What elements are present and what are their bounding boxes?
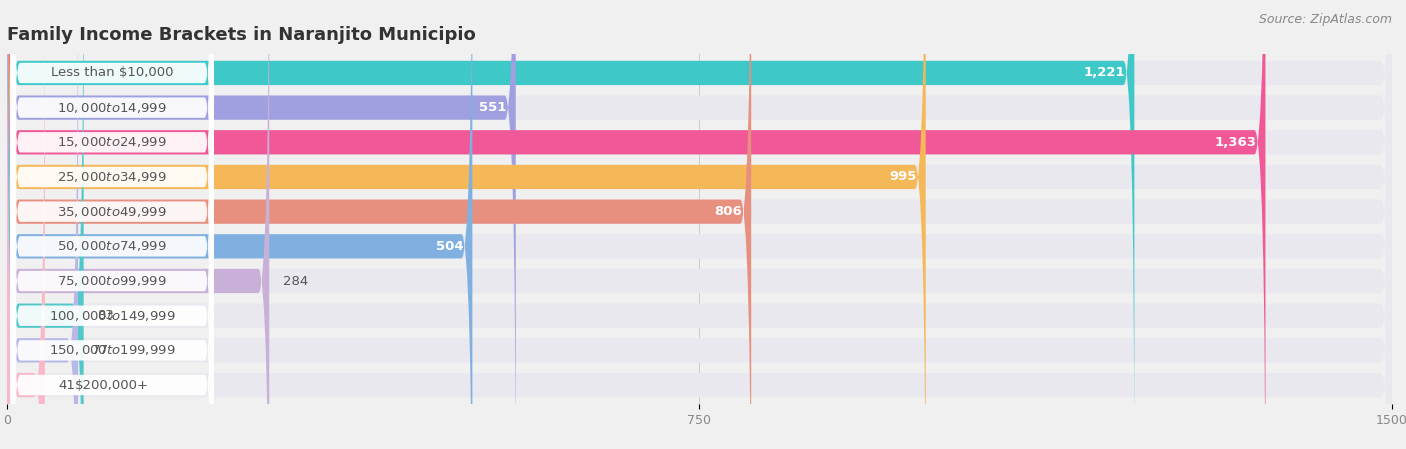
Text: $35,000 to $49,999: $35,000 to $49,999 xyxy=(58,205,167,219)
Text: 504: 504 xyxy=(436,240,463,253)
FancyBboxPatch shape xyxy=(11,0,214,444)
FancyBboxPatch shape xyxy=(7,0,1392,449)
Text: Less than $10,000: Less than $10,000 xyxy=(51,66,173,79)
FancyBboxPatch shape xyxy=(7,0,1392,449)
FancyBboxPatch shape xyxy=(7,0,1392,449)
Text: 1,363: 1,363 xyxy=(1215,136,1256,149)
FancyBboxPatch shape xyxy=(7,0,1392,449)
FancyBboxPatch shape xyxy=(7,0,1392,449)
FancyBboxPatch shape xyxy=(7,0,1392,449)
Text: 551: 551 xyxy=(479,101,506,114)
Text: $100,000 to $149,999: $100,000 to $149,999 xyxy=(49,308,176,323)
FancyBboxPatch shape xyxy=(11,0,214,449)
FancyBboxPatch shape xyxy=(7,0,1135,449)
Text: $25,000 to $34,999: $25,000 to $34,999 xyxy=(58,170,167,184)
FancyBboxPatch shape xyxy=(11,0,214,409)
FancyBboxPatch shape xyxy=(7,0,1392,449)
Text: Family Income Brackets in Naranjito Municipio: Family Income Brackets in Naranjito Muni… xyxy=(7,26,475,44)
Text: 1,221: 1,221 xyxy=(1084,66,1125,79)
Text: $75,000 to $99,999: $75,000 to $99,999 xyxy=(58,274,167,288)
Text: 284: 284 xyxy=(283,274,308,287)
Text: $10,000 to $14,999: $10,000 to $14,999 xyxy=(58,101,167,114)
FancyBboxPatch shape xyxy=(11,0,214,449)
FancyBboxPatch shape xyxy=(11,0,214,449)
FancyBboxPatch shape xyxy=(7,0,516,449)
FancyBboxPatch shape xyxy=(7,0,1265,449)
Text: 995: 995 xyxy=(889,171,917,184)
FancyBboxPatch shape xyxy=(11,48,214,449)
Text: $200,000+: $200,000+ xyxy=(76,379,149,392)
FancyBboxPatch shape xyxy=(11,0,214,449)
FancyBboxPatch shape xyxy=(7,0,472,449)
Text: 41: 41 xyxy=(59,379,76,392)
FancyBboxPatch shape xyxy=(11,14,214,449)
FancyBboxPatch shape xyxy=(11,0,214,449)
FancyBboxPatch shape xyxy=(7,0,1392,449)
FancyBboxPatch shape xyxy=(7,0,79,449)
Text: $150,000 to $199,999: $150,000 to $199,999 xyxy=(49,343,176,357)
FancyBboxPatch shape xyxy=(7,0,269,449)
Text: 806: 806 xyxy=(714,205,742,218)
FancyBboxPatch shape xyxy=(7,0,925,449)
Text: 83: 83 xyxy=(97,309,114,322)
FancyBboxPatch shape xyxy=(7,0,1392,449)
FancyBboxPatch shape xyxy=(7,0,1392,449)
Text: Source: ZipAtlas.com: Source: ZipAtlas.com xyxy=(1258,13,1392,26)
FancyBboxPatch shape xyxy=(7,0,45,449)
FancyBboxPatch shape xyxy=(11,0,214,449)
Text: $50,000 to $74,999: $50,000 to $74,999 xyxy=(58,239,167,253)
FancyBboxPatch shape xyxy=(7,0,751,449)
Text: $15,000 to $24,999: $15,000 to $24,999 xyxy=(58,135,167,150)
Text: 77: 77 xyxy=(91,344,110,357)
FancyBboxPatch shape xyxy=(7,0,84,449)
